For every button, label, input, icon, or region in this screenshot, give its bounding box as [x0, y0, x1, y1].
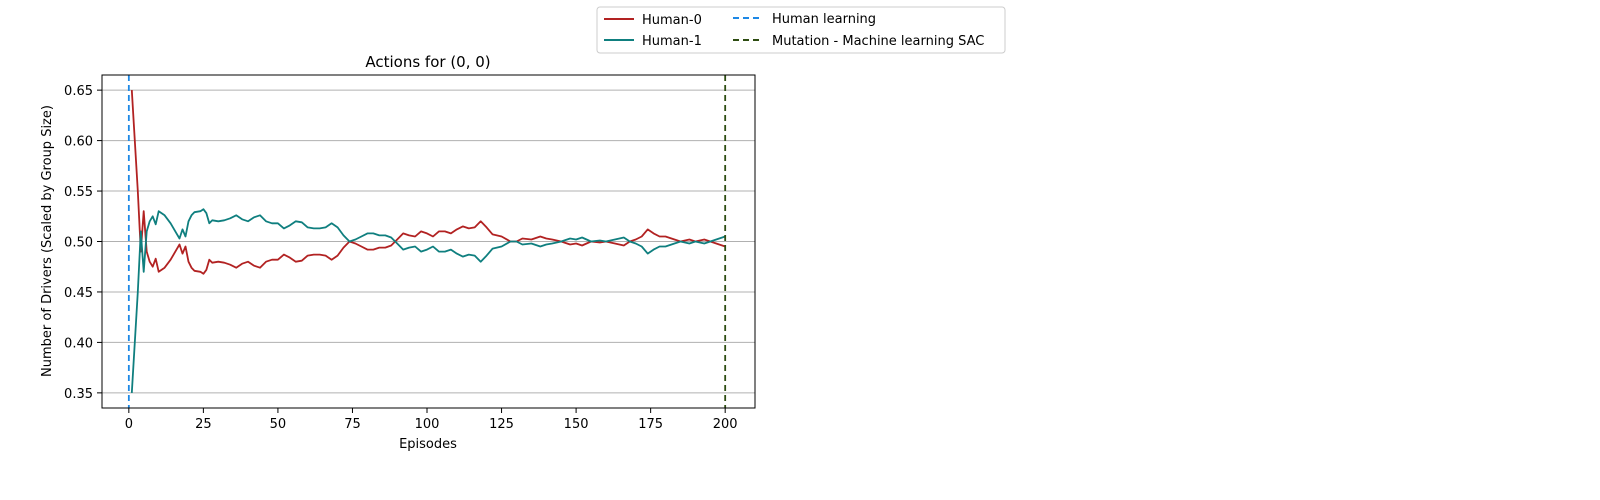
x-tick-label: 75 — [344, 417, 361, 432]
legend-label-human-0: Human-0 — [642, 13, 702, 28]
y-grid — [102, 89, 755, 394]
vertical-markers — [127, 75, 727, 408]
x-tick-label: 25 — [195, 417, 212, 432]
y-tick-label: 0.45 — [64, 286, 93, 301]
x-tick-label: 150 — [564, 417, 589, 432]
series-group — [130, 90, 726, 393]
legend: Human-0 Human-1 Human learning Mutation … — [596, 6, 1006, 54]
y-tick-label: 0.35 — [64, 387, 93, 402]
y-tick-label: 0.60 — [64, 135, 93, 150]
legend-label-mutation: Mutation - Machine learning SAC — [772, 34, 984, 49]
chart-title: Actions for (0, 0) — [365, 53, 490, 71]
x-tick-label: 200 — [713, 417, 738, 432]
y-tick-label: 0.65 — [64, 84, 93, 99]
x-tick-label: 0 — [125, 417, 133, 432]
x-tick-label: 175 — [638, 417, 663, 432]
x-tick-label: 100 — [415, 417, 440, 432]
x-tick-label: 125 — [489, 417, 514, 432]
series-line-human-0 — [130, 90, 726, 275]
x-tick-label: 50 — [270, 417, 287, 432]
x-axis-label: Episodes — [399, 437, 457, 452]
y-tick-label: 0.50 — [64, 236, 93, 251]
y-tick-label: 0.55 — [64, 185, 93, 200]
series-line-human-1 — [130, 208, 726, 393]
plot-frame — [101, 74, 756, 409]
y-tick-label: 0.40 — [64, 336, 93, 351]
y-axis-label: Number of Drivers (Scaled by Group Size) — [40, 105, 55, 377]
y-axis-ticks: 0.35 0.40 0.45 0.50 0.55 0.60 0.65 — [64, 84, 102, 402]
legend-label-human-learning: Human learning — [772, 12, 876, 27]
legend-frame — [596, 6, 1006, 54]
x-axis-ticks: 0 25 50 75 100 125 150 175 200 — [125, 408, 738, 432]
legend-label-human-1: Human-1 — [642, 34, 702, 49]
